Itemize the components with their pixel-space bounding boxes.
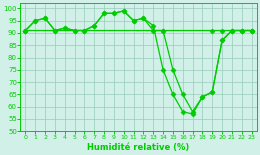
- X-axis label: Humidité relative (%): Humidité relative (%): [87, 143, 190, 152]
